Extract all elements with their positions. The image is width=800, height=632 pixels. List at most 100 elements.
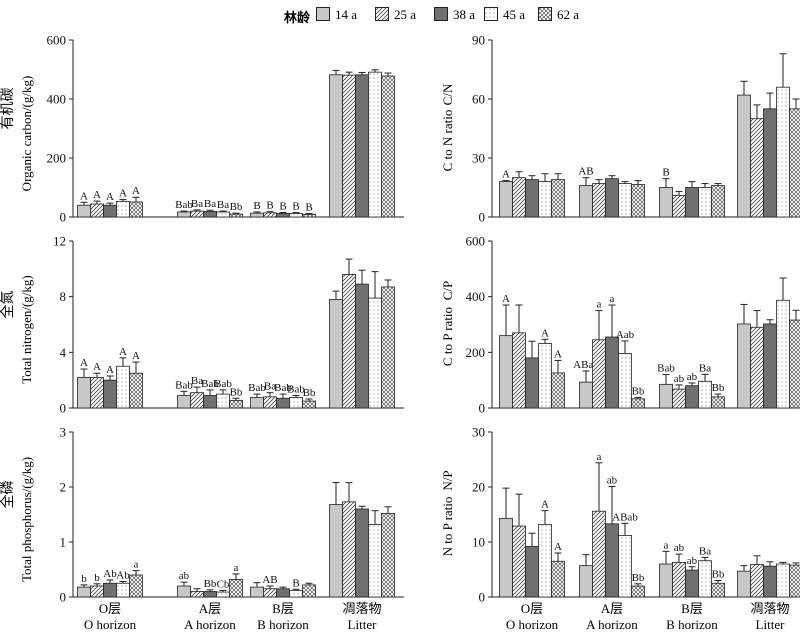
x-label-cn: B层 <box>681 601 703 616</box>
bar <box>177 585 191 598</box>
significance-label: A <box>119 346 127 358</box>
y-label-en: C to N ratio <box>440 110 455 172</box>
y-label-cn: 全磷 <box>0 481 16 509</box>
bar <box>129 372 143 409</box>
y-tick-label: 400 <box>47 92 67 107</box>
bar <box>698 187 712 218</box>
bar <box>229 399 243 409</box>
significance-label: B <box>292 201 299 213</box>
legend-label-38a: 38 a <box>453 7 476 22</box>
significance-label: ab <box>607 474 618 486</box>
bar <box>631 184 645 218</box>
x-label-cn: B层 <box>272 601 294 616</box>
x-label-en: Litter <box>756 617 786 632</box>
bar <box>302 400 316 409</box>
y-tick-label: 0 <box>479 590 486 605</box>
bar <box>355 74 369 218</box>
bar <box>631 398 645 409</box>
significance-label: Bb <box>204 578 217 590</box>
significance-label: Ba <box>699 362 711 374</box>
y-label-cn: 全氮 <box>0 291 16 319</box>
significance-label: ab <box>179 570 190 582</box>
bar <box>229 213 243 218</box>
bar <box>672 561 686 598</box>
significance-label: A <box>80 357 88 369</box>
significance-label: Bab <box>175 199 193 211</box>
bar <box>368 524 382 598</box>
y-label-en: Total nitrogen/(g/kg) <box>19 275 34 383</box>
y-tick-label: 0 <box>479 401 486 416</box>
bar <box>90 203 104 218</box>
bar <box>618 353 632 409</box>
bar <box>763 565 777 598</box>
bar <box>631 585 645 598</box>
bar <box>789 564 800 598</box>
bar <box>499 335 513 409</box>
bar <box>289 397 303 409</box>
bar <box>551 560 565 598</box>
x-label-cn: A层 <box>601 601 623 616</box>
bar <box>355 283 369 409</box>
significance-label: ABab <box>612 511 638 523</box>
significance-label: A <box>502 293 510 305</box>
bar <box>203 210 217 218</box>
x-label-en: B horizon <box>666 617 718 632</box>
bar <box>77 204 91 218</box>
bar <box>737 94 751 218</box>
significance-label: A <box>93 189 101 201</box>
significance-label: A <box>554 348 562 360</box>
y-tick-label: 30 <box>472 151 485 166</box>
bar <box>685 187 699 218</box>
bar <box>203 395 217 409</box>
bar <box>579 381 593 409</box>
significance-label: a <box>597 299 602 311</box>
significance-label: A <box>119 188 127 200</box>
bar <box>763 323 777 409</box>
x-label-cn: O层 <box>99 601 121 616</box>
bar <box>538 181 552 218</box>
legend-swatch-25a <box>375 7 389 21</box>
bar <box>329 74 343 218</box>
bar <box>190 591 204 598</box>
bar <box>551 372 565 409</box>
y-label-cn: N/P <box>440 470 455 490</box>
bar <box>538 343 552 409</box>
significance-label: a <box>664 539 669 551</box>
significance-label: B <box>279 201 286 213</box>
bar <box>525 546 539 598</box>
bar <box>203 591 217 598</box>
bar <box>177 211 191 218</box>
y-tick-label: 200 <box>47 151 67 166</box>
bar <box>579 565 593 598</box>
bar <box>276 397 290 409</box>
bar <box>263 588 277 598</box>
bar <box>592 510 606 598</box>
bar <box>216 393 230 409</box>
legend-title: 林龄 <box>284 11 311 26</box>
bar <box>342 501 356 598</box>
bar <box>276 588 290 598</box>
x-label-cn: O层 <box>521 601 543 616</box>
significance-label: Bb <box>303 387 316 399</box>
x-label-en: A horizon <box>184 617 236 632</box>
bar <box>592 339 606 409</box>
bar <box>263 396 277 409</box>
significance-label: a <box>610 293 615 305</box>
y-tick-label: 12 <box>53 234 66 249</box>
bar <box>229 579 243 598</box>
x-label-en: O horizon <box>84 617 137 632</box>
bar <box>90 585 104 598</box>
bar <box>216 591 230 598</box>
bar <box>77 586 91 598</box>
significance-label: B <box>662 167 669 179</box>
x-label-cn: 凋落物 <box>750 601 789 616</box>
x-label-cn: A层 <box>199 601 221 616</box>
bar <box>129 201 143 218</box>
chart-cn-ratio: 0 30 60 90 C/N C to N ratio A AB B <box>440 33 800 225</box>
bar <box>116 200 130 218</box>
y-label-en: Organic carbon/(g/kg) <box>19 76 34 192</box>
bar <box>103 204 117 218</box>
bar <box>776 299 790 409</box>
bar <box>342 74 356 218</box>
